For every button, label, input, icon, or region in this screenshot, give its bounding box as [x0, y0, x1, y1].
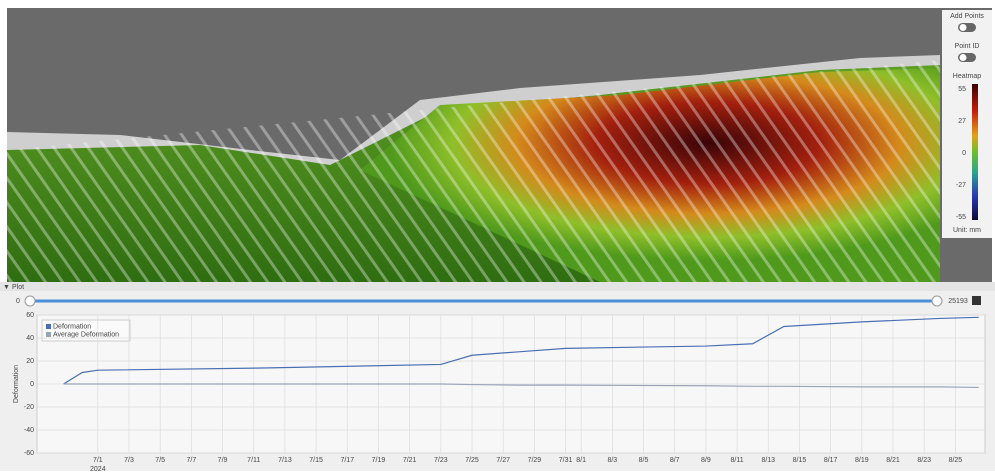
heatmap-tick: -55: [956, 214, 966, 221]
heatmap-label: Heatmap: [953, 73, 982, 80]
x-tick-label: 7/21: [403, 457, 417, 464]
x-tick-label: 8/7: [670, 457, 680, 464]
x-tick-label: 7/13: [278, 457, 292, 464]
heatmap-tick: 0: [962, 150, 966, 157]
x-tick-label: 7/1: [93, 457, 103, 464]
heatmap-tick: 27: [958, 118, 966, 125]
y-tick-label: 60: [26, 312, 34, 319]
slider-max: 25193: [948, 298, 968, 305]
x-tick-label: 7/11: [247, 457, 260, 464]
x-tick-label: 8/19: [855, 457, 869, 464]
y-tick-label: -40: [24, 427, 34, 434]
y-tick-label: 0: [30, 381, 34, 388]
legend-swatch: [46, 332, 51, 337]
slider-handle[interactable]: [25, 296, 35, 306]
lock-button[interactable]: [972, 296, 981, 305]
point-id-label: Point ID: [955, 43, 980, 50]
x-tick-label: 8/9: [701, 457, 711, 464]
toggle-knob: [960, 24, 967, 31]
x-tick-label: 8/23: [917, 457, 931, 464]
x-year-label: 2024: [90, 466, 106, 471]
heatmap-colorbar: [972, 84, 978, 220]
y-tick-label: -20: [24, 404, 34, 411]
app: Add Points Point ID Heatmap Unit: mm ▼ P…: [0, 0, 995, 471]
x-tick-label: 7/23: [434, 457, 448, 464]
x-tick-label: 8/15: [793, 457, 807, 464]
x-tick-label: 8/25: [949, 457, 963, 464]
x-tick-label: 8/13: [761, 457, 775, 464]
slider-handle[interactable]: [932, 296, 942, 306]
x-tick-label: 7/9: [218, 457, 228, 464]
legend-swatch: [46, 324, 51, 329]
x-tick-label: 7/15: [309, 457, 323, 464]
plot-title: Plot: [12, 284, 24, 291]
slider-min: 0: [16, 298, 20, 305]
x-tick-label: 8/21: [886, 457, 900, 464]
unit-label: Unit: mm: [953, 227, 981, 234]
x-tick-label: 7/19: [372, 457, 386, 464]
toggle-knob: [960, 54, 967, 61]
page: Add Points Point ID Heatmap Unit: mm ▼ P…: [0, 0, 995, 471]
x-tick-label: 7/3: [124, 457, 134, 464]
x-tick-label: 7/17: [340, 457, 354, 464]
x-tick-label: 7/27: [496, 457, 510, 464]
y-tick-label: -60: [24, 450, 34, 457]
x-tick-label: 7/25: [465, 457, 479, 464]
x-tick-label: 7/7: [186, 457, 196, 464]
collapse-icon: ▼: [3, 284, 10, 291]
x-tick-label: 8/5: [639, 457, 649, 464]
heatmap-tick: -27: [956, 182, 966, 189]
heatmap-tick: 55: [958, 86, 966, 93]
legend-label: Average Deformation: [53, 331, 119, 338]
x-tick-label: 8/17: [824, 457, 838, 464]
x-tick-label: 7/5: [155, 457, 165, 464]
y-axis-label: Deformation: [13, 365, 20, 403]
x-tick-label: 7/31: [559, 457, 573, 464]
x-tick-label: 8/11: [731, 457, 744, 464]
legend-label: Deformation: [53, 323, 91, 330]
x-tick-label: 8/3: [607, 457, 617, 464]
add-points-label: Add Points: [950, 13, 984, 20]
x-tick-label: 7/29: [528, 457, 542, 464]
y-tick-label: 20: [26, 358, 34, 365]
x-tick-label: 8/1: [576, 457, 586, 464]
y-tick-label: 40: [26, 335, 34, 342]
plot-header[interactable]: [0, 282, 995, 291]
